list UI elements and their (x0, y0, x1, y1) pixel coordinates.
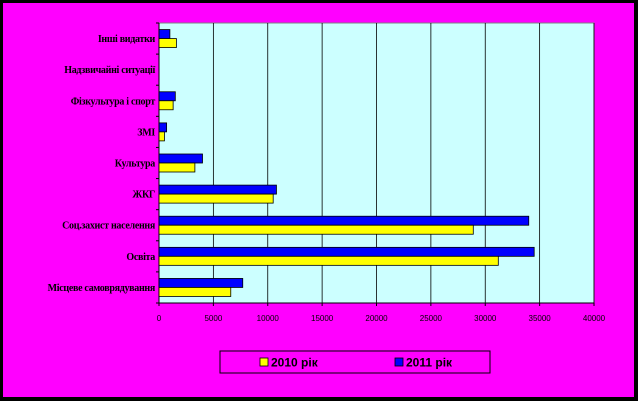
bar-2010 (158, 193, 274, 204)
bar-2010 (158, 131, 165, 142)
bar-2011 (158, 91, 176, 102)
bar-2010 (158, 100, 174, 111)
chart-area: 0 5000 10000 15000 20000 25000 30000 35000 40000… (3, 3, 634, 397)
legend-entry: 2011 рік (406, 356, 453, 370)
bar-2011 (158, 29, 171, 39)
bar-2011 (158, 184, 277, 195)
bar-2011 (158, 215, 530, 226)
x-tick-label: 20000 (365, 314, 388, 323)
x-tick-label: 35000 (529, 314, 552, 323)
category-label: Фізкультура і спорт (71, 96, 156, 107)
bar-2011 (158, 122, 168, 133)
legend-swatch (394, 357, 404, 367)
x-tick-label: 5000 (204, 314, 222, 323)
legend-box (219, 350, 491, 374)
bar-2010 (158, 224, 474, 235)
category-label: ЖКГ (132, 190, 155, 201)
category-label: ЗМІ (137, 127, 155, 138)
legend-swatch (259, 357, 269, 367)
legend-entry: 2010 рік (271, 356, 319, 370)
bar-2011 (158, 246, 535, 257)
bar-2010 (158, 162, 196, 173)
x-tick-label: 15000 (311, 314, 334, 323)
category-label: Надзвичайні ситуації (64, 65, 155, 76)
bar-2010 (158, 287, 232, 297)
category-label: Культура (115, 159, 156, 170)
x-tick-label: 25000 (420, 314, 443, 323)
bar-2011 (158, 278, 244, 288)
x-tick-label: 30000 (474, 314, 497, 323)
x-tick-label: 40000 (583, 314, 606, 323)
category-label: Освіта (126, 252, 155, 263)
category-label: Соц.захист населення (62, 221, 156, 232)
plot-area: 0 5000 10000 15000 20000 25000 30000 35000 40000… (48, 22, 606, 323)
bar-2010 (158, 255, 499, 266)
bar-2010 (158, 38, 177, 48)
legend: 2010 рік 2011 рік (219, 350, 491, 374)
bar-chart: 0 5000 10000 15000 20000 25000 30000 35000 40000… (48, 22, 606, 374)
x-tick-label: 0 (157, 314, 162, 323)
category-label: Місцеве самоврядування (48, 283, 156, 294)
bar-2011 (158, 153, 203, 164)
x-tick-label: 10000 (257, 314, 280, 323)
category-label: Інші видатки (98, 34, 156, 45)
